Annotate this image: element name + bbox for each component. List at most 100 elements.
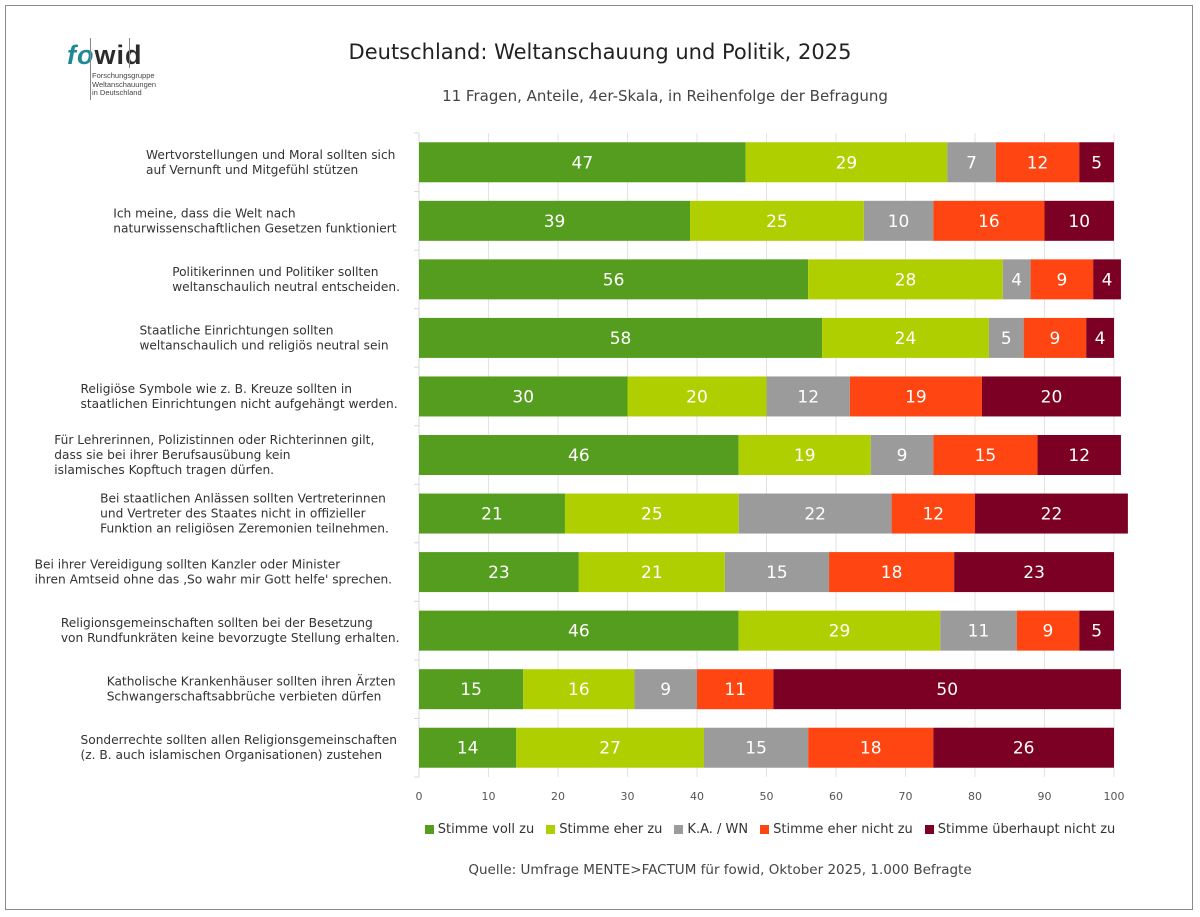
bar-segment <box>634 669 697 710</box>
data-label: 21 <box>481 505 503 525</box>
legend-item: Stimme eher zu <box>546 822 662 837</box>
bar-segment <box>1044 200 1114 241</box>
bar-segment <box>1023 317 1087 358</box>
bar-segment <box>627 376 767 417</box>
bar-segment <box>419 200 691 241</box>
data-label: 23 <box>488 563 510 583</box>
category-label: Bei ihrer Vereidigung sollten Kanzler od… <box>35 558 392 587</box>
data-label: 12 <box>1027 153 1049 173</box>
bar-segment <box>808 259 1003 300</box>
bar-segment <box>738 493 892 534</box>
chart-subtitle: 11 Fragen, Anteile, 4er-Skala, in Reihen… <box>442 87 888 105</box>
data-label: 12 <box>797 387 819 407</box>
data-label: 22 <box>1041 505 1063 525</box>
bar-segment <box>419 435 739 475</box>
data-label: 47 <box>572 153 594 173</box>
data-label: 25 <box>641 505 663 525</box>
legend-label: Stimme eher nicht zu <box>773 822 913 837</box>
x-tick-label: 100 <box>1104 790 1125 803</box>
data-label: 20 <box>686 387 708 407</box>
bar-segment <box>578 552 725 593</box>
bar-segment <box>419 669 524 710</box>
data-label: 26 <box>1013 739 1035 759</box>
bar-segment <box>1030 259 1094 300</box>
bar-segment <box>891 493 975 534</box>
x-tick-label: 80 <box>968 790 982 803</box>
data-label: 29 <box>836 153 858 173</box>
data-label: 30 <box>512 387 534 407</box>
bar-segment <box>1002 259 1031 300</box>
category-label: Sonderrechte sollten allen Religionsgeme… <box>81 733 397 762</box>
data-label: 19 <box>905 387 927 407</box>
bar-segment <box>940 610 1017 651</box>
x-tick-label: 30 <box>621 790 635 803</box>
data-label: 11 <box>968 622 990 642</box>
bar-segment <box>738 435 871 475</box>
category-label: Für Lehrerinnen, Polizistinnen oder Rich… <box>54 433 374 477</box>
data-label: 19 <box>794 446 816 466</box>
legend-label: Stimme überhaupt nicht zu <box>937 822 1116 837</box>
bar-segment <box>690 200 864 241</box>
legend-label: Stimme eher zu <box>559 822 663 837</box>
legend-label: Stimme voll zu <box>437 822 535 837</box>
legend-swatch <box>546 825 556 834</box>
data-label: 39 <box>544 212 566 232</box>
data-label: 9 <box>1043 622 1054 642</box>
bar-segment <box>738 610 941 651</box>
x-tick-label: 70 <box>899 790 913 803</box>
data-label: 11 <box>724 680 746 700</box>
logo-subtitle: Forschungsgruppe Weltanschauungen in Deu… <box>92 71 157 97</box>
category-label: Religionsgemeinschaften sollten bei der … <box>61 616 400 645</box>
data-label: 16 <box>978 212 1000 232</box>
bar-segment <box>1093 259 1121 300</box>
bar-segment <box>724 552 830 593</box>
legend-swatch <box>674 825 684 834</box>
bars: 47 29 7 12 5 39 25 10 16 10 56 28 4 9 4 58 24 5 9 4 30 20 12 19… <box>419 142 1128 768</box>
data-label: 58 <box>610 329 632 349</box>
data-label: 9 <box>1050 329 1061 349</box>
data-label: 12 <box>1068 446 1090 466</box>
category-label: Wertvorstellungen und Moral sollten sich… <box>146 148 395 177</box>
category-label: Religiöse Symbole wie z. B. Kreuze sollt… <box>81 382 398 411</box>
legend-item: Stimme überhaupt nicht zu <box>924 822 1116 837</box>
data-label: 12 <box>922 505 944 525</box>
legend-item: Stimme eher nicht zu <box>760 822 913 837</box>
bar-segment <box>981 376 1121 417</box>
bar-segment <box>703 727 809 768</box>
data-label: 18 <box>860 739 882 759</box>
bar-segment <box>1079 610 1114 651</box>
data-label: 10 <box>888 212 910 232</box>
bar-segment <box>863 200 934 241</box>
bar-segment <box>1037 435 1121 475</box>
bar-segment <box>516 727 704 768</box>
bar-segment <box>1016 610 1080 651</box>
source-note: Quelle: Umfrage MENTE>FACTUM für fowid, … <box>468 862 972 878</box>
data-label: 5 <box>1091 622 1102 642</box>
logo-wordmark: fowid <box>67 40 143 70</box>
legend-swatch <box>424 825 434 834</box>
data-label: 27 <box>599 739 621 759</box>
logo-divider <box>129 38 130 68</box>
bar-segment <box>822 317 989 358</box>
category-label: Katholische Krankenhäuser sollten ihren … <box>107 674 396 704</box>
bar-segment <box>933 435 1038 475</box>
bar-segment <box>808 727 934 768</box>
bar-segment <box>564 493 739 534</box>
x-tick-label: 40 <box>690 790 704 803</box>
legend-label: K.A. / WN <box>687 822 749 837</box>
bar-segment <box>419 142 746 183</box>
data-label: 23 <box>1023 563 1045 583</box>
data-label: 9 <box>660 680 671 700</box>
bar-segment <box>954 552 1114 593</box>
bar-segment <box>1079 142 1114 183</box>
bar-segment <box>419 317 823 358</box>
data-label: 20 <box>1041 387 1063 407</box>
bar-segment <box>933 200 1045 241</box>
logo-divider <box>90 38 91 100</box>
bar-segment <box>975 493 1128 534</box>
data-label: 4 <box>1011 270 1022 290</box>
data-label: 4 <box>1102 270 1113 290</box>
legend: Stimme voll zu Stimme eher zu K.A. / WN Sti… <box>400 822 1140 837</box>
legend-swatch <box>924 825 934 834</box>
